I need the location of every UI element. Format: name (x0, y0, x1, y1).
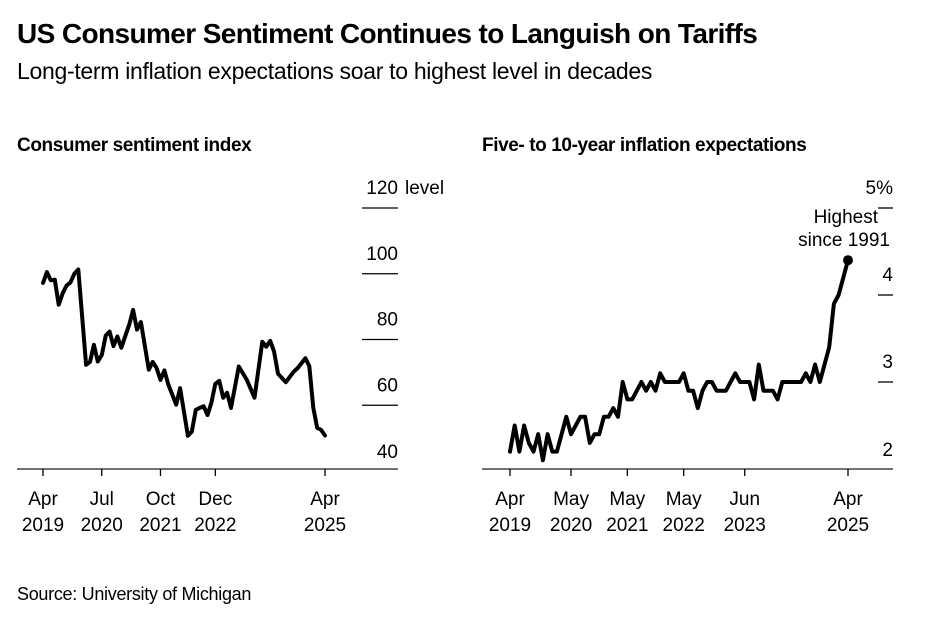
x-tick-label-month: May (553, 489, 589, 510)
series-line (508, 258, 850, 463)
x-tick-label-year: 2019 (22, 515, 64, 536)
y-tick-label: 5% (866, 178, 894, 199)
x-tick-label-year: 2021 (606, 515, 648, 536)
x-tick-label-year: 2020 (81, 515, 123, 536)
x-tick-label-month: Jul (90, 489, 114, 510)
x-tick-label-month: Apr (833, 489, 863, 510)
chart-title: US Consumer Sentiment Continues to Langu… (17, 18, 758, 49)
x-tick-label-month: Dec (198, 489, 232, 510)
y-tick-label: 100 (366, 244, 398, 265)
x-tick-label-year: 2022 (194, 515, 236, 536)
y-tick-label: 3 (882, 352, 893, 373)
highlight-point (843, 255, 853, 266)
y-tick-label: 4 (882, 265, 893, 286)
y-tick-label: 2 (882, 440, 893, 461)
series-line (41, 267, 327, 438)
x-tick-label-month: Apr (28, 489, 58, 510)
x-tick-label-month: Apr (310, 489, 340, 510)
x-tick-label-year: 2020 (550, 515, 592, 536)
x-tick-label-year: 2025 (827, 515, 869, 536)
y-tick-label: 80 (377, 310, 398, 331)
y-tick-label: 60 (377, 375, 398, 396)
x-tick-label-year: 2019 (489, 515, 531, 536)
right-panel-title: Five- to 10-year inflation expectations (482, 135, 807, 156)
x-tick-label-month: May (666, 489, 702, 510)
annotation-label-line1: Highest (814, 207, 879, 228)
source-note: Source: University of Michigan (17, 584, 252, 604)
x-tick-label-year: 2023 (724, 515, 766, 536)
left-panel-title: Consumer sentiment index (17, 135, 252, 156)
x-tick-label-year: 2025 (304, 515, 346, 536)
x-tick-label-month: Apr (495, 489, 525, 510)
x-tick-label-month: May (609, 489, 645, 510)
annotation-label-line2: since 1991 (798, 230, 890, 251)
x-tick-label-year: 2021 (139, 515, 181, 536)
right-chart-plot: 5% 4 3 2 Apr 2019 May 2020 May 2021 May 2022 Jun 2023… (482, 178, 893, 536)
x-tick-label-month: Jun (729, 489, 760, 510)
y-tick-label: 120 (366, 178, 398, 199)
y-tick-label: 40 (377, 442, 398, 463)
y-unit-label: level (405, 178, 444, 199)
chart-subtitle: Long-term inflation expectations soar to… (17, 58, 653, 84)
left-chart-plot: 120 level 100 80 60 40 Apr 2019 Jul 2020 Oct 2021 De… (17, 178, 444, 536)
x-tick-label-year: 2022 (663, 515, 705, 536)
x-tick-label-month: Oct (146, 489, 176, 510)
